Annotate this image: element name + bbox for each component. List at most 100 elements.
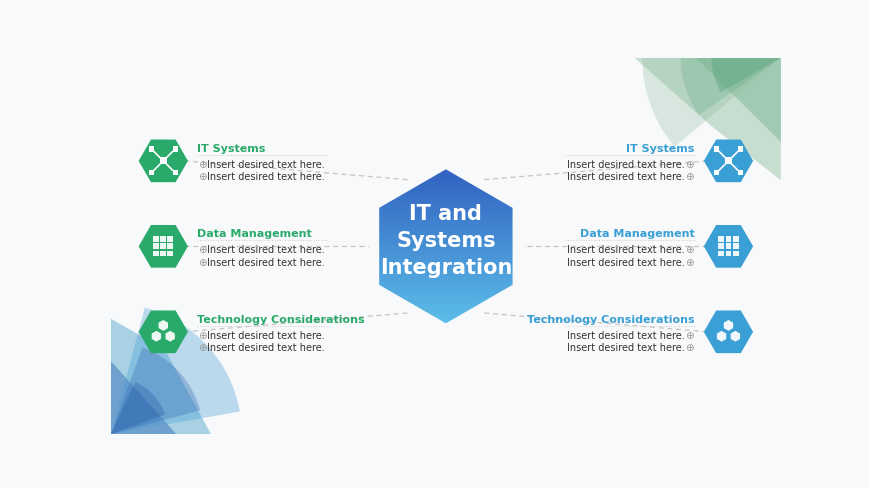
Polygon shape <box>365 245 526 247</box>
Bar <box>713 171 719 176</box>
Text: ⊕: ⊕ <box>684 160 693 170</box>
Polygon shape <box>365 208 526 210</box>
Text: Data Management: Data Management <box>579 229 693 239</box>
Polygon shape <box>365 222 526 224</box>
Polygon shape <box>165 331 175 342</box>
Text: Insert desired text here.: Insert desired text here. <box>567 160 684 170</box>
Polygon shape <box>365 218 526 220</box>
Polygon shape <box>365 255 526 256</box>
Polygon shape <box>365 206 526 208</box>
Bar <box>149 147 154 152</box>
Polygon shape <box>365 189 526 191</box>
Bar <box>149 171 154 176</box>
Bar <box>737 147 742 152</box>
Polygon shape <box>365 237 526 239</box>
Polygon shape <box>138 225 188 268</box>
Polygon shape <box>365 312 526 314</box>
Text: ⊕: ⊕ <box>684 343 693 352</box>
Polygon shape <box>365 305 526 306</box>
Polygon shape <box>365 243 526 245</box>
Polygon shape <box>634 59 780 181</box>
Polygon shape <box>365 178 526 180</box>
Wedge shape <box>111 347 200 434</box>
Polygon shape <box>365 216 526 218</box>
Polygon shape <box>365 291 526 293</box>
Polygon shape <box>365 251 526 253</box>
Polygon shape <box>365 231 526 233</box>
Wedge shape <box>111 308 240 434</box>
Polygon shape <box>365 239 526 241</box>
Polygon shape <box>365 172 526 174</box>
Polygon shape <box>365 278 526 280</box>
Bar <box>713 147 719 152</box>
Text: Technology Considerations: Technology Considerations <box>527 314 693 324</box>
Text: ⊕: ⊕ <box>198 330 207 340</box>
Polygon shape <box>365 174 526 176</box>
Bar <box>732 237 738 243</box>
Text: ⊕: ⊕ <box>198 245 207 255</box>
Polygon shape <box>365 204 526 206</box>
Polygon shape <box>365 272 526 274</box>
Polygon shape <box>111 361 176 434</box>
Text: IT Systems: IT Systems <box>197 143 265 153</box>
Polygon shape <box>365 258 526 260</box>
Polygon shape <box>365 170 526 172</box>
Polygon shape <box>111 319 211 434</box>
Bar <box>718 237 724 243</box>
Text: Insert desired text here.: Insert desired text here. <box>207 330 324 340</box>
Polygon shape <box>365 201 526 203</box>
Polygon shape <box>365 212 526 214</box>
Polygon shape <box>365 235 526 237</box>
Text: Insert desired text here.: Insert desired text here. <box>567 172 684 182</box>
Polygon shape <box>365 214 526 216</box>
Polygon shape <box>138 140 188 183</box>
Polygon shape <box>365 318 526 320</box>
Polygon shape <box>365 289 526 291</box>
Polygon shape <box>365 266 526 268</box>
Polygon shape <box>365 322 526 324</box>
Polygon shape <box>703 225 753 268</box>
Text: Insert desired text here.: Insert desired text here. <box>207 172 324 182</box>
Polygon shape <box>365 197 526 199</box>
Text: Insert desired text here.: Insert desired text here. <box>207 245 324 255</box>
Polygon shape <box>365 247 526 249</box>
Polygon shape <box>151 331 161 342</box>
Polygon shape <box>365 293 526 295</box>
Text: ⊕: ⊕ <box>684 245 693 255</box>
Polygon shape <box>365 220 526 222</box>
Wedge shape <box>680 24 780 116</box>
Polygon shape <box>365 320 526 322</box>
Bar <box>167 237 173 243</box>
Text: Insert desired text here.: Insert desired text here. <box>207 160 324 170</box>
Text: IT and
Systems
Integration: IT and Systems Integration <box>379 203 512 278</box>
Polygon shape <box>365 301 526 303</box>
Polygon shape <box>365 210 526 212</box>
Text: ⊕: ⊕ <box>684 257 693 267</box>
Bar <box>718 251 724 257</box>
Polygon shape <box>365 303 526 305</box>
Bar <box>160 251 166 257</box>
Bar <box>153 237 159 243</box>
Polygon shape <box>365 295 526 297</box>
Bar <box>725 237 731 243</box>
Text: ⊕: ⊕ <box>198 172 207 182</box>
Polygon shape <box>365 224 526 225</box>
Wedge shape <box>641 0 780 147</box>
Polygon shape <box>365 249 526 251</box>
Polygon shape <box>365 276 526 278</box>
Polygon shape <box>365 187 526 189</box>
Polygon shape <box>365 284 526 285</box>
Polygon shape <box>365 193 526 195</box>
Polygon shape <box>703 311 753 353</box>
Polygon shape <box>365 203 526 204</box>
Text: ⊕: ⊕ <box>198 257 207 267</box>
Bar <box>724 158 731 165</box>
Bar <box>718 244 724 250</box>
Bar <box>167 251 173 257</box>
Polygon shape <box>365 256 526 258</box>
Bar <box>732 251 738 257</box>
Polygon shape <box>695 59 780 142</box>
Bar <box>153 244 159 250</box>
Polygon shape <box>365 264 526 266</box>
Bar <box>725 244 731 250</box>
